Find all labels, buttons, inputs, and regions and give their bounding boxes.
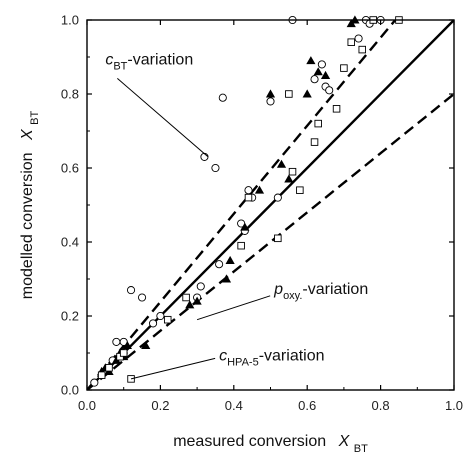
x-tick-label: 0.2 (151, 398, 169, 413)
y-tick-label: 0.0 (61, 383, 79, 398)
triangle-marker (141, 341, 151, 350)
triangle-marker (192, 296, 202, 305)
circle-marker (196, 282, 205, 291)
circle-marker (112, 337, 121, 346)
circle-marker (310, 75, 319, 84)
x-axis-label-sub: BT (354, 443, 368, 455)
square-marker (97, 371, 106, 379)
annotation-sub: oxy. (283, 290, 302, 302)
square-marker (127, 375, 135, 383)
triangle-marker (313, 67, 323, 76)
annotation-suffix: -variation (259, 347, 325, 364)
annotation-suffix: -variation (127, 51, 193, 68)
annotation-label: poxy.-variation (273, 281, 368, 302)
parity-line (87, 20, 454, 390)
x-tick-label: 0.4 (225, 398, 243, 413)
x-axis-label: measured conversion X BT (173, 433, 368, 455)
x-tick-label: 0.0 (78, 398, 96, 413)
axis-ticks: 0.0 0.2 0.4 0.6 0.8 1.0 0.0 0.2 0.4 0.6 0.8 1.0 (61, 13, 463, 414)
square-marker (163, 315, 172, 324)
circle-marker (90, 378, 99, 387)
circle-marker (211, 163, 220, 173)
square-marker (105, 364, 113, 372)
annotation-leader (117, 78, 209, 158)
y-tick-label: 0.6 (61, 161, 79, 176)
square-marker (244, 193, 253, 202)
square-marker (314, 119, 322, 128)
annotation-leader (196, 295, 271, 321)
x-axis-label-text: measured conversion (173, 433, 326, 450)
square-marker (285, 90, 293, 98)
circle-marker (266, 97, 275, 106)
x-tick-label: 0.6 (298, 398, 316, 413)
circle-marker (354, 34, 363, 43)
annotation-label: cBT-variation (105, 51, 193, 72)
circle-marker (156, 311, 165, 321)
square-marker (274, 234, 282, 243)
y-axis-label-text: modelled conversion (19, 152, 36, 299)
annotations: cBT-variationpoxy.-variationcHPA-5-varia… (105, 51, 368, 380)
y-tick-label: 0.8 (61, 87, 79, 102)
square-marker (347, 38, 355, 46)
triangle-marker (225, 255, 235, 264)
annotation-sub: BT (113, 60, 127, 72)
square-marker (182, 293, 190, 302)
triangle-marker (306, 56, 316, 65)
square-marker (119, 349, 128, 357)
triangle-marker (284, 174, 294, 183)
circle-marker (317, 60, 326, 69)
annotation-symbol: c (105, 51, 113, 68)
square-marker (237, 241, 245, 250)
circle-marker (149, 319, 158, 328)
annotation-sub: HPA-5 (227, 356, 259, 368)
circle-marker (244, 186, 253, 195)
annotation-symbol: c (219, 347, 227, 364)
square-marker (296, 186, 304, 194)
circle-marker (137, 293, 147, 302)
y-axis-label-symbol: X (19, 128, 36, 141)
circle-marker (215, 260, 224, 269)
reference-lines (87, 20, 454, 390)
triangle-marker (320, 70, 331, 79)
y-tick-label: 0.2 (61, 309, 79, 324)
square-marker (358, 45, 367, 54)
x-tick-label: 0.8 (372, 398, 390, 413)
triangle-marker (302, 89, 312, 98)
x-tick-label: 1.0 (445, 398, 463, 413)
triangle-marker (185, 300, 195, 309)
annotation-label: cHPA-5-variation (219, 347, 324, 368)
annotation-symbol: p (273, 281, 283, 298)
dashed-reference-line (87, 20, 397, 390)
triangle-marker (122, 341, 132, 350)
circle-marker (218, 93, 227, 102)
square-marker (310, 138, 319, 146)
y-tick-label: 1.0 (61, 13, 79, 28)
dashed-reference-line (87, 93, 454, 390)
circle-marker (126, 286, 136, 295)
triangle-marker (276, 159, 287, 168)
y-axis-label-sub: BT (29, 111, 41, 125)
annotation-suffix: -variation (302, 281, 368, 298)
square-marker (332, 105, 341, 113)
square-marker (288, 167, 297, 176)
triangle-marker (240, 222, 250, 231)
y-tick-label: 0.4 (61, 235, 79, 250)
triangle-marker (265, 89, 276, 98)
triangle-marker (221, 274, 232, 283)
annotation-leader (130, 357, 216, 380)
triangle-marker (254, 185, 265, 194)
circle-marker (325, 86, 334, 95)
x-axis-label-symbol: X (338, 433, 351, 450)
y-axis-label: modelled conversion X BT (19, 111, 41, 300)
circle-marker (273, 193, 282, 202)
square-marker (340, 64, 348, 72)
